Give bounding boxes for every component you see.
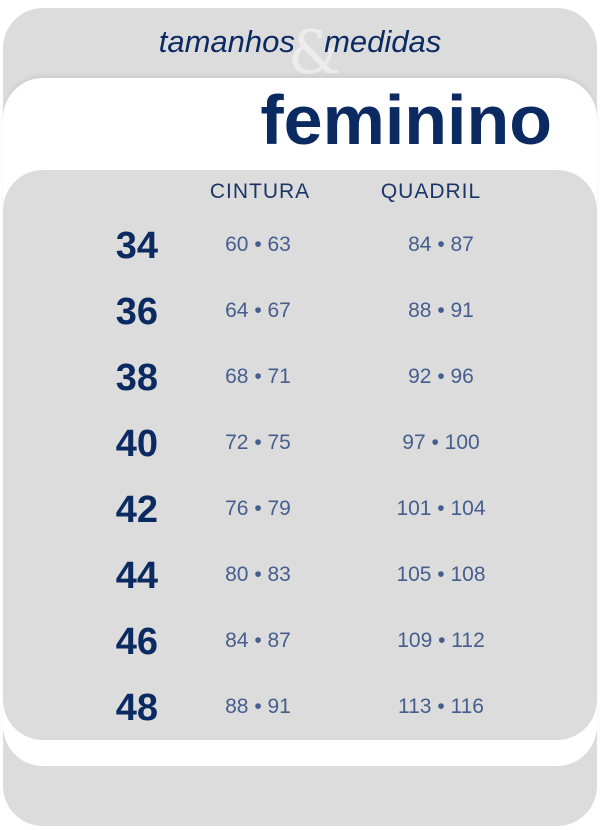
column-header-hip: QUADRIL: [380, 180, 482, 203]
table-row: 40 72 • 75 97 • 100: [0, 419, 600, 469]
waist-value: 84 • 87: [225, 629, 291, 652]
ampersand-watermark: &: [288, 18, 342, 88]
size-label: 36: [115, 291, 158, 333]
size-label: 44: [115, 555, 158, 597]
hip-value: 109 • 112: [397, 629, 485, 652]
size-label: 34: [115, 225, 158, 267]
waist-value: 60 • 63: [225, 233, 291, 256]
waist-value: 72 • 75: [225, 431, 291, 454]
column-header-waist: CINTURA: [209, 180, 311, 203]
waist-value: 88 • 91: [225, 695, 291, 718]
waist-value: 80 • 83: [225, 563, 291, 586]
subtitle: tamanhos medidas: [0, 24, 600, 60]
subtitle-left: tamanhos: [158, 24, 295, 59]
subtitle-right: medidas: [324, 24, 442, 59]
hip-value: 88 • 91: [408, 299, 474, 322]
table-row: 34 60 • 63 84 • 87: [0, 221, 600, 271]
hip-value: 97 • 100: [402, 431, 480, 454]
hip-value: 92 • 96: [408, 365, 474, 388]
size-label: 46: [115, 621, 158, 663]
size-label: 38: [115, 357, 158, 399]
table-row: 48 88 • 91 113 • 116: [0, 683, 600, 733]
hip-value: 84 • 87: [408, 233, 474, 256]
size-label: 48: [115, 687, 158, 729]
size-table: [3, 170, 597, 740]
table-row: 42 76 • 79 101 • 104: [0, 485, 600, 535]
page-title: feminino: [260, 81, 552, 159]
waist-value: 68 • 71: [225, 365, 291, 388]
size-label: 42: [115, 489, 158, 531]
table-row: 36 64 • 67 88 • 91: [0, 287, 600, 337]
table-row: 44 80 • 83 105 • 108: [0, 551, 600, 601]
hip-value: 113 • 116: [398, 695, 484, 718]
waist-value: 64 • 67: [225, 299, 291, 322]
hip-value: 101 • 104: [396, 497, 486, 520]
waist-value: 76 • 79: [225, 497, 291, 520]
table-row: 38 68 • 71 92 • 96: [0, 353, 600, 403]
table-row: 46 84 • 87 109 • 112: [0, 617, 600, 667]
size-label: 40: [115, 423, 158, 465]
hip-value: 105 • 108: [396, 563, 486, 586]
